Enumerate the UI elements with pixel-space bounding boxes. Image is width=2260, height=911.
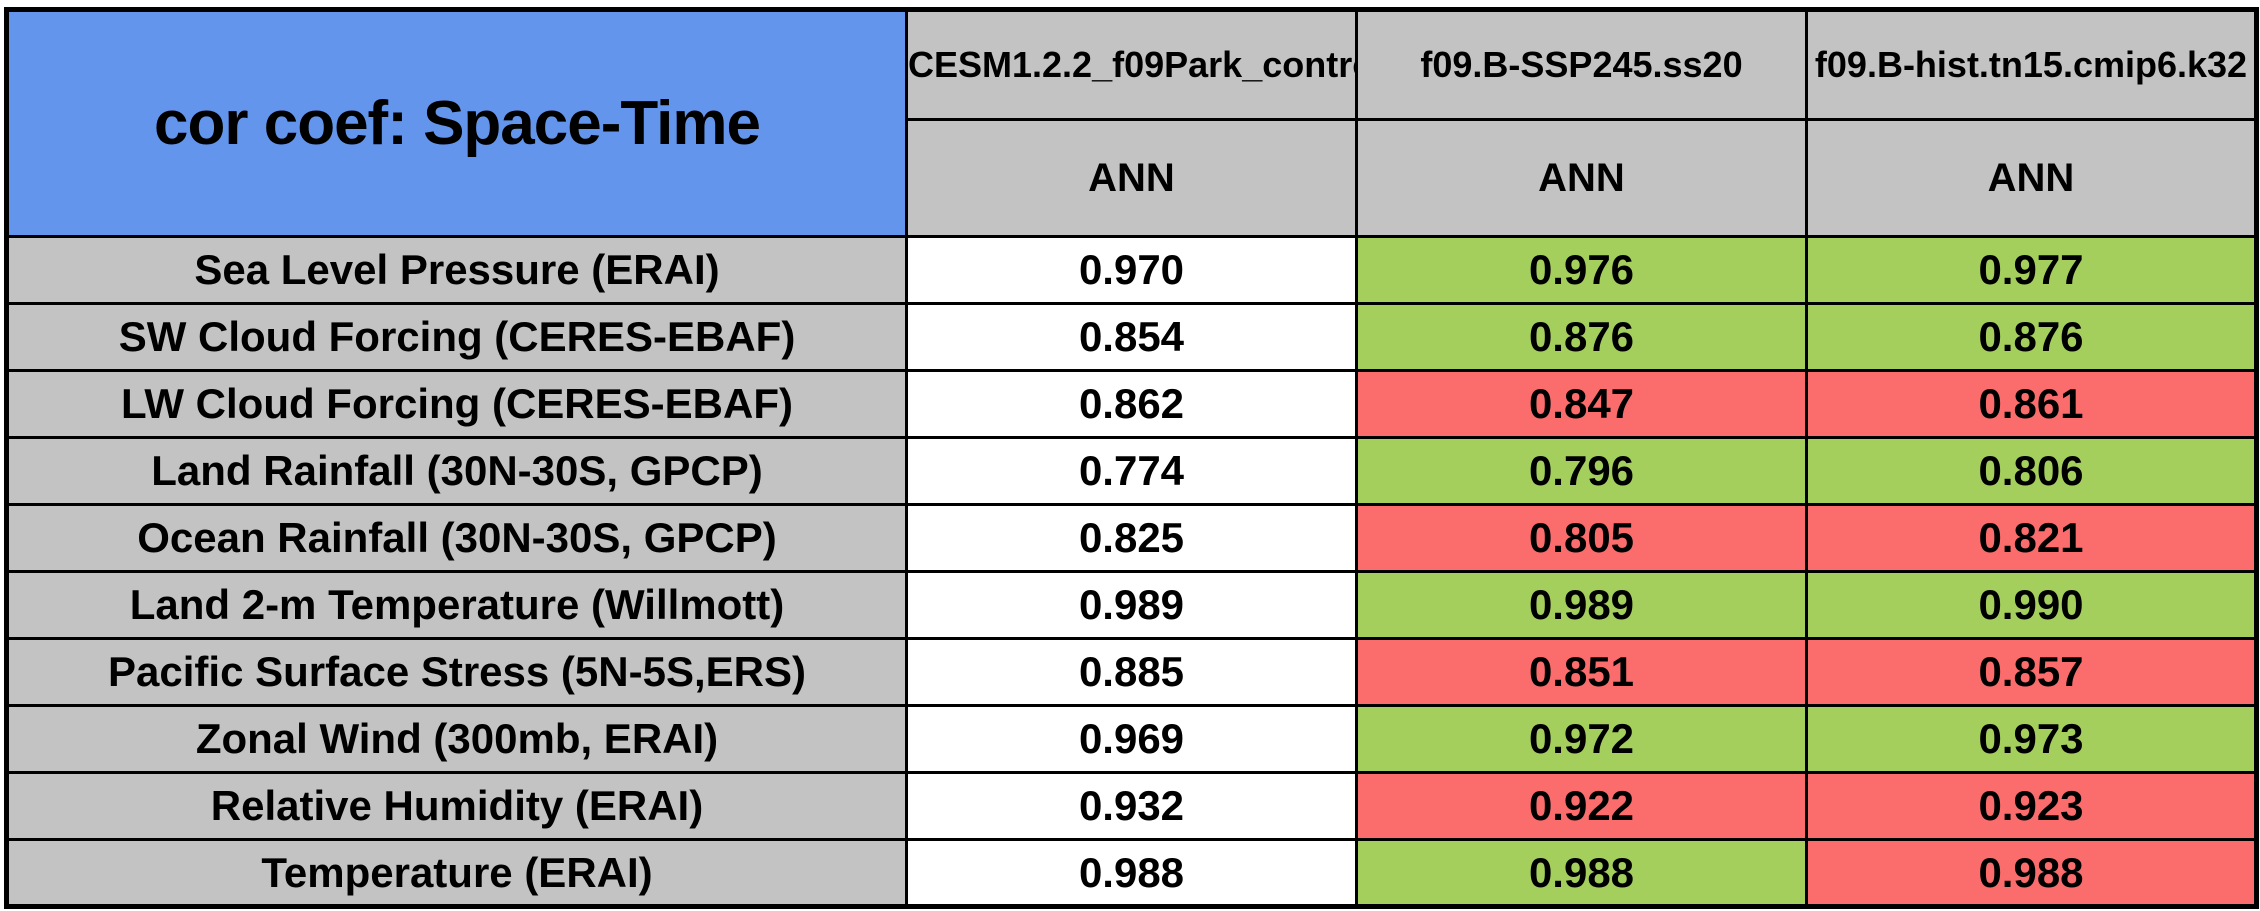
metric-label: SW Cloud Forcing (CERES-EBAF) — [5, 302, 908, 372]
metric-label: Pacific Surface Stress (5N-5S,ERS) — [5, 637, 908, 707]
metric-label: Ocean Rainfall (30N-30S, GPCP) — [5, 503, 908, 573]
value-cell: 0.876 — [1355, 302, 1808, 372]
cor-coef-table: cor coef: Space-Time CESM1.2.2_f09Park_c… — [4, 7, 2259, 909]
value-cell: 0.988 — [1805, 838, 2258, 908]
value-cell: 0.876 — [1805, 302, 2258, 372]
table-row: Land Rainfall (30N-30S, GPCP) 0.774 0.79… — [5, 436, 2258, 506]
value-cell: 0.851 — [1355, 637, 1808, 707]
value-cell: 0.932 — [905, 771, 1358, 841]
value-cell: 0.805 — [1355, 503, 1808, 573]
value-cell: 0.972 — [1355, 704, 1808, 774]
value-cell: 0.857 — [1805, 637, 2258, 707]
season-header-col-2: ANN — [1355, 118, 1808, 238]
value-cell: 0.990 — [1805, 570, 2258, 640]
value-cell: 0.973 — [1805, 704, 2258, 774]
table-row: Sea Level Pressure (ERAI) 0.970 0.976 0.… — [5, 235, 2258, 305]
value-cell: 0.861 — [1805, 369, 2258, 439]
header-row-season: ANN ANN ANN — [7, 118, 2258, 238]
value-cell: 0.989 — [905, 570, 1358, 640]
table-row: Pacific Surface Stress (5N-5S,ERS) 0.885… — [5, 637, 2258, 707]
value-cell: 0.806 — [1805, 436, 2258, 506]
value-cell: 0.976 — [1355, 235, 1808, 305]
table-row: Land 2-m Temperature (Willmott) 0.989 0.… — [5, 570, 2258, 640]
metric-label: Zonal Wind (300mb, ERAI) — [5, 704, 908, 774]
table-title: cor coef: Space-Time — [5, 8, 908, 238]
value-cell: 0.862 — [905, 369, 1358, 439]
metric-label: Sea Level Pressure (ERAI) — [5, 235, 908, 305]
value-cell: 0.988 — [1355, 838, 1808, 908]
metric-label: Relative Humidity (ERAI) — [5, 771, 908, 841]
metric-label: Land 2-m Temperature (Willmott) — [5, 570, 908, 640]
table-row: SW Cloud Forcing (CERES-EBAF) 0.854 0.87… — [5, 302, 2258, 372]
value-cell: 0.774 — [905, 436, 1358, 506]
value-cell: 0.970 — [905, 235, 1358, 305]
value-cell: 0.885 — [905, 637, 1358, 707]
table-row: Relative Humidity (ERAI) 0.932 0.922 0.9… — [5, 771, 2258, 841]
table-row: Ocean Rainfall (30N-30S, GPCP) 0.825 0.8… — [5, 503, 2258, 573]
model-header-col-2: f09.B-SSP245.ss20 — [1355, 8, 1808, 121]
metric-label: Temperature (ERAI) — [5, 838, 908, 908]
value-cell: 0.796 — [1355, 436, 1808, 506]
model-header-col-3: f09.B-hist.tn15.cmip6.k32 — [1805, 8, 2258, 121]
metric-label: LW Cloud Forcing (CERES-EBAF) — [5, 369, 908, 439]
value-cell: 0.969 — [905, 704, 1358, 774]
model-header-col-1: CESM1.2.2_f09Park_control — [905, 8, 1358, 121]
table-row: Zonal Wind (300mb, ERAI) 0.969 0.972 0.9… — [5, 704, 2258, 774]
value-cell: 0.847 — [1355, 369, 1808, 439]
value-cell: 0.854 — [905, 302, 1358, 372]
value-cell: 0.989 — [1355, 570, 1808, 640]
value-cell: 0.825 — [905, 503, 1358, 573]
header-row-models: cor coef: Space-Time CESM1.2.2_f09Park_c… — [5, 8, 2258, 238]
table-row: Temperature (ERAI) 0.988 0.988 0.988 — [5, 838, 2258, 908]
value-cell: 0.922 — [1355, 771, 1808, 841]
value-cell: 0.923 — [1805, 771, 2258, 841]
value-cell: 0.821 — [1805, 503, 2258, 573]
value-cell: 0.977 — [1805, 235, 2258, 305]
metric-label: Land Rainfall (30N-30S, GPCP) — [5, 436, 908, 506]
table-row: LW Cloud Forcing (CERES-EBAF) 0.862 0.84… — [5, 369, 2258, 439]
value-cell: 0.988 — [905, 838, 1358, 908]
season-header-col-3: ANN — [1805, 118, 2258, 238]
season-header-col-1: ANN — [905, 118, 1358, 238]
